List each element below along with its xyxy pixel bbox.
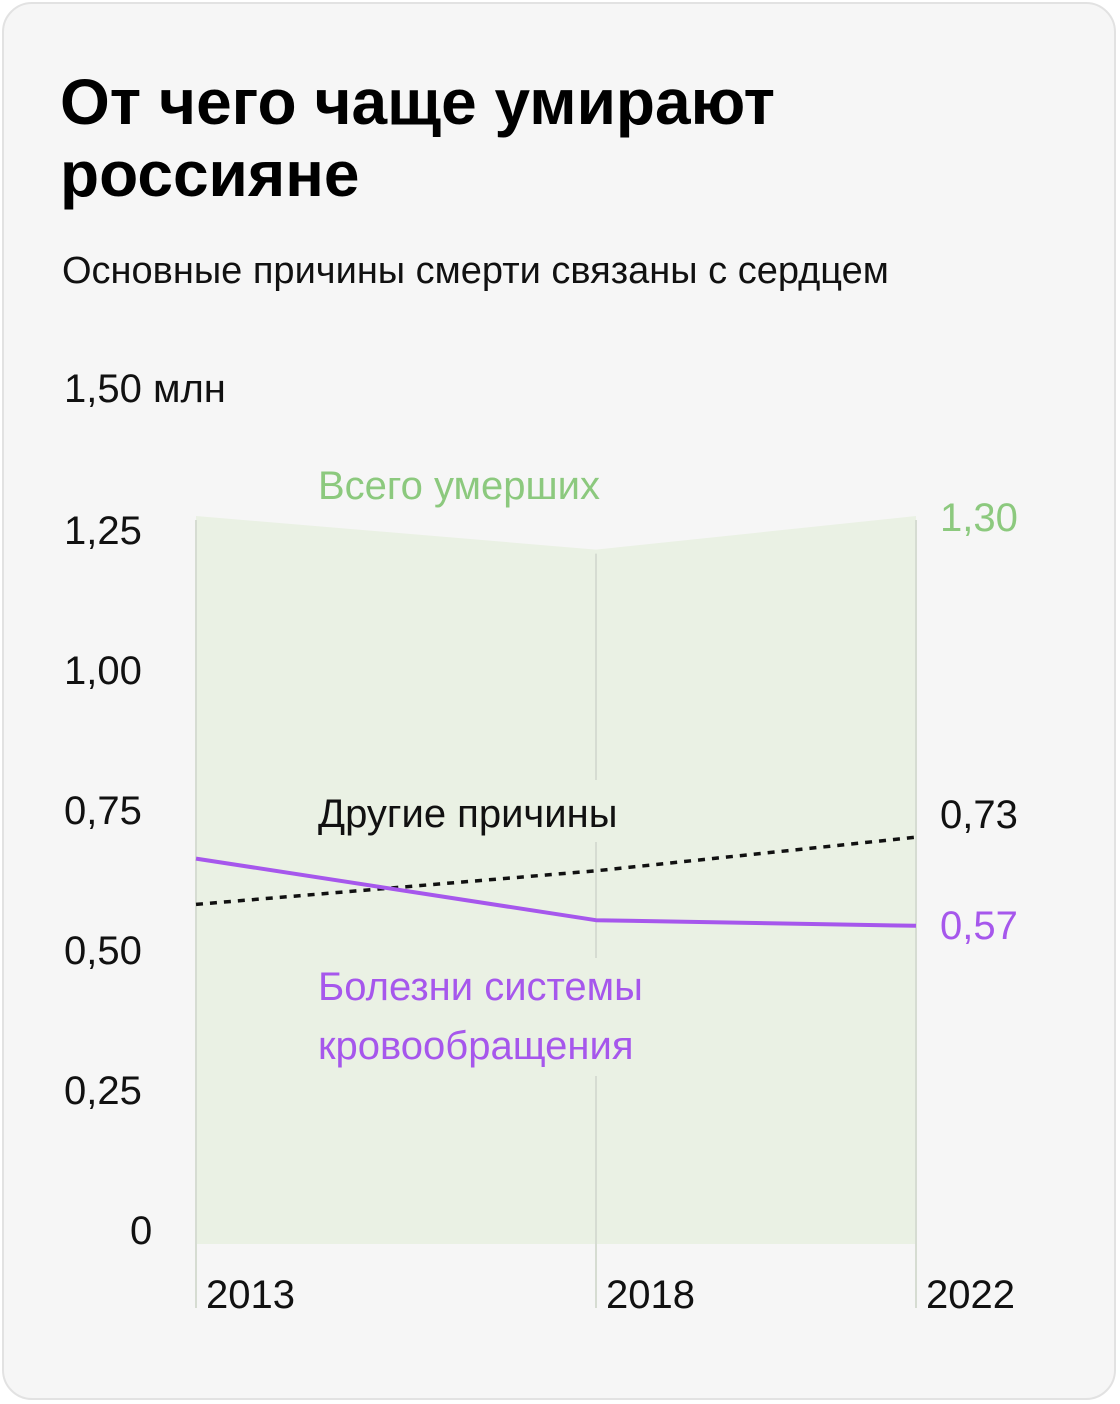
y-tick-label: 1,50 млн bbox=[64, 367, 226, 411]
other-label-bg bbox=[310, 780, 680, 842]
circulatory-label-line1: Болезни системы bbox=[318, 965, 643, 1009]
y-tick-label: 0,75 bbox=[64, 789, 142, 833]
circulatory-line bbox=[195, 856, 917, 928]
total-deaths-end-value: 1,30 bbox=[940, 496, 1018, 540]
y-tick-label: 0,50 bbox=[64, 929, 142, 973]
circulatory-end-value: 0,57 bbox=[940, 904, 1018, 948]
other-causes-label: Другие причины bbox=[318, 792, 617, 836]
chart-title: От чего чаще умирают россияне bbox=[60, 66, 1060, 210]
y-tick-label: 0 bbox=[130, 1209, 152, 1253]
x-tick-label-2013: 2013 bbox=[206, 1273, 295, 1317]
other-causes-end-value: 0,73 bbox=[940, 793, 1018, 837]
circulatory-label-line2: кровообращения bbox=[318, 1024, 634, 1068]
y-tick-label: 1,25 bbox=[64, 509, 142, 553]
title-line-1: От чего чаще умирают bbox=[60, 66, 775, 138]
circulatory-label-bg bbox=[310, 958, 700, 1076]
x-tick-label-2022: 2022 bbox=[926, 1273, 1015, 1317]
y-tick-label: 1,00 bbox=[64, 649, 142, 693]
title-line-2: россияне bbox=[60, 138, 360, 210]
x-tick-label-2018: 2018 bbox=[606, 1273, 695, 1317]
chart-subtitle: Основные причины смерти связаны с сердце… bbox=[62, 250, 889, 292]
y-tick-label: 0,25 bbox=[64, 1069, 142, 1113]
total-deaths-area bbox=[196, 516, 916, 1244]
total-deaths-label: Всего умерших bbox=[318, 464, 600, 508]
